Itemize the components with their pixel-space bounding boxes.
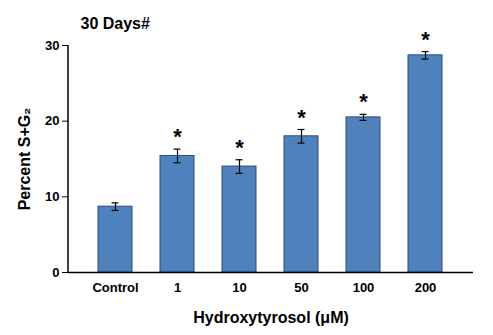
- svg-text:200: 200: [415, 280, 437, 295]
- svg-text:*: *: [421, 27, 430, 52]
- svg-text:50: 50: [294, 280, 308, 295]
- svg-text:*: *: [297, 105, 306, 130]
- svg-text:*: *: [235, 135, 244, 160]
- svg-text:Hydroxytyrosol (μM): Hydroxytyrosol (μM): [193, 309, 349, 326]
- svg-text:30: 30: [45, 38, 59, 53]
- svg-text:*: *: [359, 89, 368, 114]
- svg-text:100: 100: [353, 280, 375, 295]
- svg-text:Control: Control: [92, 280, 138, 295]
- svg-text:30 Days#: 30 Days#: [81, 15, 150, 32]
- svg-text:1: 1: [174, 280, 181, 295]
- svg-text:20: 20: [45, 113, 59, 128]
- svg-text:10: 10: [232, 280, 246, 295]
- svg-text:*: *: [173, 124, 182, 149]
- svg-text:Percent S+G₂: Percent S+G₂: [16, 108, 33, 211]
- svg-text:0: 0: [52, 265, 59, 280]
- svg-text:10: 10: [45, 189, 59, 204]
